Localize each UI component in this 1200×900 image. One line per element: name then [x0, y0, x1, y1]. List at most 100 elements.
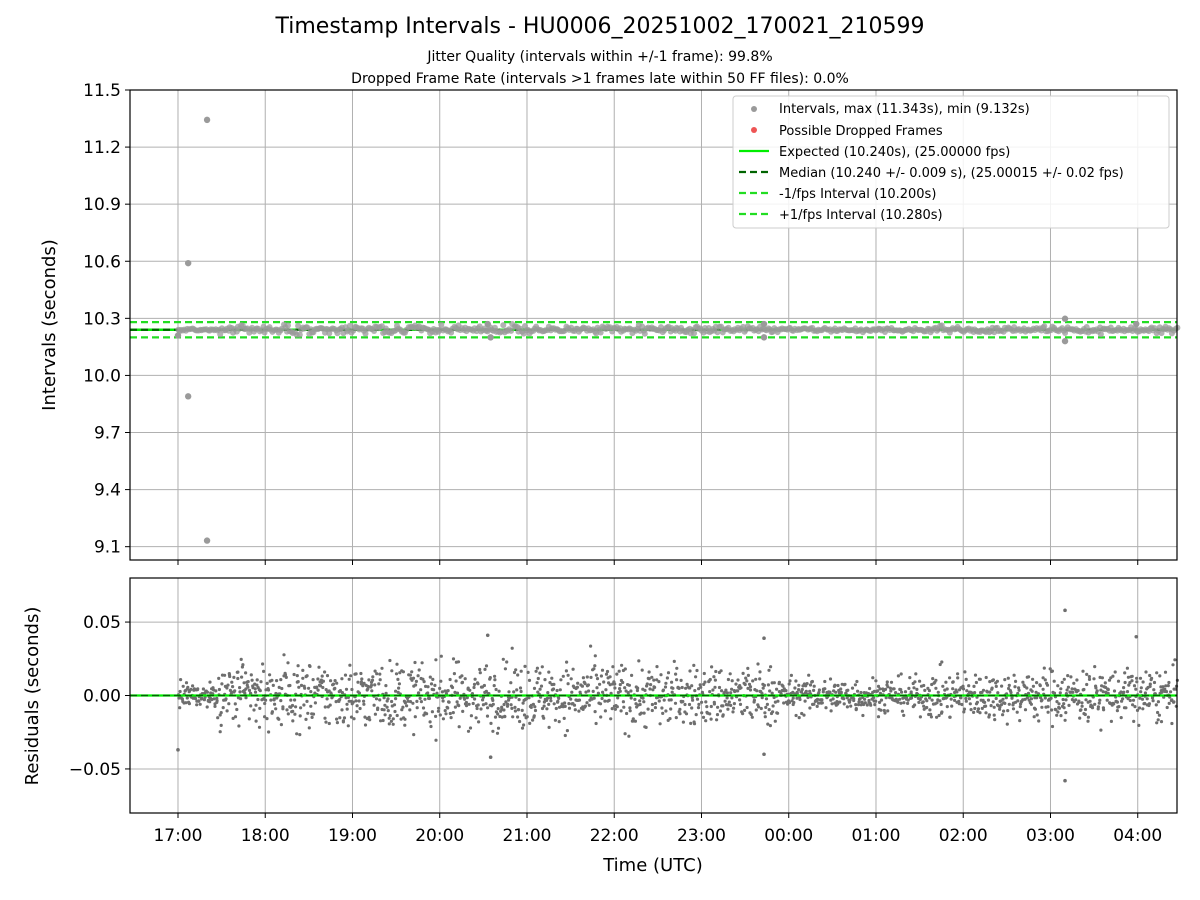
- residual-point: [576, 681, 580, 685]
- residual-point: [415, 699, 419, 704]
- residual-point: [510, 706, 514, 711]
- residual-point: [991, 678, 996, 682]
- residual-point: [1084, 698, 1088, 702]
- residual-point: [848, 698, 852, 702]
- residual-point: [1163, 670, 1168, 674]
- residual-point: [1163, 687, 1167, 691]
- residual-point: [726, 707, 730, 711]
- residual-point: [858, 697, 862, 701]
- residual-point: [451, 657, 456, 661]
- residual-point: [271, 683, 275, 688]
- interval-outlier-point: [184, 393, 192, 400]
- residual-point: [973, 706, 977, 711]
- residual-point: [394, 697, 398, 701]
- residual-point: [1099, 688, 1103, 692]
- residual-point: [272, 697, 276, 701]
- residual-point: [489, 721, 493, 726]
- residual-point: [516, 715, 520, 719]
- residual-point: [657, 680, 661, 684]
- residual-point: [528, 721, 532, 726]
- residual-point: [741, 712, 745, 716]
- residual-point: [519, 689, 523, 694]
- residual-point: [352, 717, 356, 721]
- residual-point: [279, 723, 283, 727]
- residual-point: [202, 698, 206, 702]
- residual-point: [355, 710, 359, 714]
- residual-point: [846, 688, 850, 692]
- residual-point: [941, 684, 945, 688]
- residual-point: [789, 673, 794, 678]
- residual-point: [767, 668, 771, 672]
- residual-point: [572, 703, 577, 707]
- residual-point: [689, 721, 693, 726]
- residual-point: [225, 709, 229, 713]
- residual-point: [1015, 710, 1019, 714]
- residual-point: [800, 687, 804, 692]
- residual-point: [1034, 690, 1038, 694]
- residual-point: [242, 681, 246, 685]
- residual-point: [976, 707, 981, 711]
- residual-point: [511, 715, 515, 719]
- residual-point: [252, 708, 256, 712]
- residual-point: [888, 696, 892, 700]
- residual-point: [185, 696, 189, 700]
- residual-point: [623, 667, 627, 671]
- residual-point: [527, 696, 531, 700]
- residual-point: [644, 725, 648, 730]
- residual-point: [694, 713, 698, 717]
- residual-point: [220, 682, 224, 686]
- residual-point: [435, 691, 439, 695]
- legend-median: Median (10.240 +/- 0.009 s), (25.00015 +…: [779, 166, 1124, 181]
- residual-point: [922, 704, 926, 708]
- residual-point: [463, 677, 467, 681]
- residual-point: [1059, 714, 1063, 718]
- residual-point: [886, 709, 890, 713]
- residual-point: [566, 682, 570, 686]
- residual-point: [585, 675, 589, 679]
- chart-title: Timestamp Intervals - HU0006_20251002_17…: [275, 14, 925, 39]
- residual-point: [517, 698, 521, 702]
- residual-point: [1006, 676, 1010, 680]
- residual-point: [747, 682, 752, 686]
- residual-point: [526, 670, 530, 675]
- residual-point: [772, 681, 776, 685]
- residual-point: [357, 699, 361, 703]
- residual-outlier-point: [1063, 778, 1067, 783]
- residual-outlier-point: [762, 752, 766, 757]
- residual-point: [1046, 705, 1050, 709]
- residual-point: [604, 672, 609, 676]
- residual-point: [494, 687, 498, 692]
- residual-point: [918, 715, 923, 719]
- residual-point: [1055, 713, 1059, 717]
- residual-point: [539, 684, 544, 688]
- residual-point: [996, 691, 1000, 695]
- residual-point: [286, 661, 290, 665]
- residual-point: [849, 704, 853, 708]
- residual-point: [240, 675, 244, 679]
- residual-point: [968, 702, 972, 706]
- residual-point: [218, 713, 222, 717]
- residual-point: [431, 677, 435, 682]
- residual-point: [438, 686, 442, 691]
- residual-point: [362, 699, 366, 703]
- residual-point: [226, 683, 230, 687]
- residual-point: [1155, 721, 1159, 725]
- residual-point: [1018, 705, 1022, 709]
- residual-point: [583, 682, 587, 686]
- residual-point: [1139, 690, 1143, 694]
- residual-point: [236, 670, 240, 674]
- residual-point: [448, 711, 452, 716]
- residual-point: [468, 726, 473, 730]
- residual-point: [427, 696, 431, 701]
- residual-point: [743, 708, 747, 713]
- residual-point: [675, 678, 679, 682]
- residual-point: [180, 697, 184, 701]
- residual-point: [1087, 677, 1092, 682]
- residual-point: [338, 689, 342, 693]
- x-tick-label: 20:00: [415, 826, 464, 846]
- residual-point: [784, 689, 788, 693]
- residual-point: [986, 698, 991, 702]
- residual-point: [1006, 709, 1010, 713]
- residual-point: [764, 697, 769, 701]
- residual-point: [987, 713, 992, 717]
